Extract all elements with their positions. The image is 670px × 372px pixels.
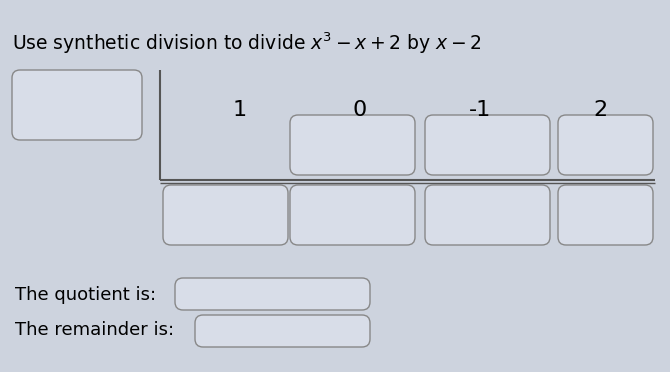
Text: 0: 0 bbox=[353, 100, 367, 120]
FancyBboxPatch shape bbox=[558, 185, 653, 245]
Text: The remainder is:: The remainder is: bbox=[15, 321, 174, 339]
Text: Use synthetic division to divide $x^3 - x + 2$ by $x - 2$: Use synthetic division to divide $x^3 - … bbox=[12, 30, 482, 55]
FancyBboxPatch shape bbox=[175, 278, 370, 310]
FancyBboxPatch shape bbox=[290, 185, 415, 245]
FancyBboxPatch shape bbox=[163, 185, 288, 245]
FancyBboxPatch shape bbox=[425, 115, 550, 175]
FancyBboxPatch shape bbox=[290, 115, 415, 175]
Text: -1: -1 bbox=[469, 100, 491, 120]
FancyBboxPatch shape bbox=[12, 70, 142, 140]
FancyBboxPatch shape bbox=[195, 315, 370, 347]
Text: The quotient is:: The quotient is: bbox=[15, 286, 156, 304]
FancyBboxPatch shape bbox=[558, 115, 653, 175]
Text: 1: 1 bbox=[233, 100, 247, 120]
FancyBboxPatch shape bbox=[425, 185, 550, 245]
Text: 2: 2 bbox=[593, 100, 607, 120]
